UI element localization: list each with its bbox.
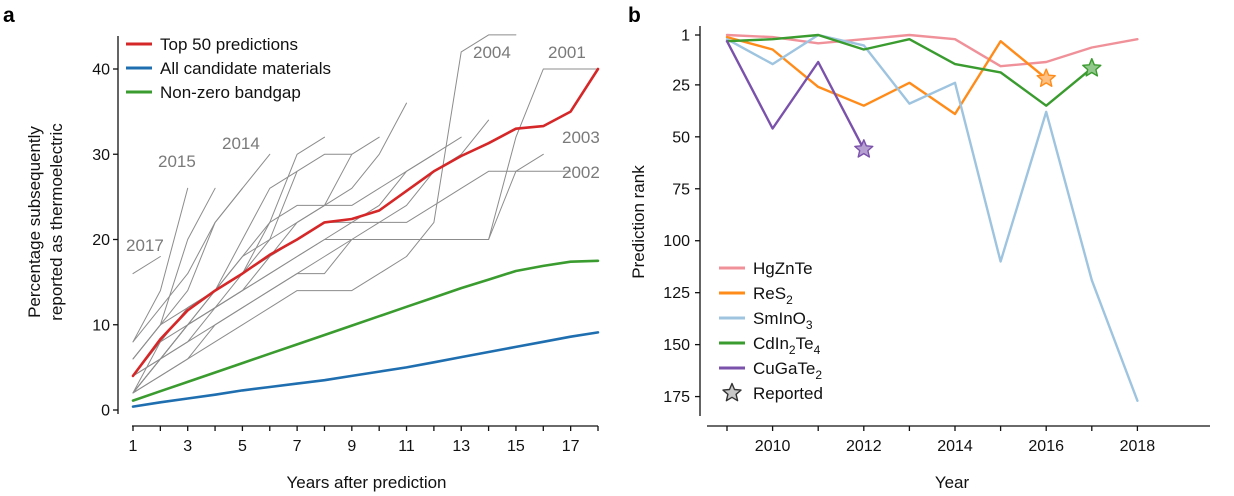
y-axis-title: Prediction rank bbox=[629, 165, 648, 279]
panel-a-year-annotations: 2004 2001 2003 2002 2015 2014 2017 bbox=[126, 43, 600, 255]
background-line-2015 bbox=[132, 187, 189, 343]
panel-b-letter: b bbox=[628, 4, 641, 27]
x-tick-label: 2010 bbox=[755, 438, 791, 455]
y-tick-label: 100 bbox=[663, 233, 690, 250]
y-tick-label: 0 bbox=[101, 403, 110, 420]
x-tick-label: 13 bbox=[452, 438, 470, 455]
x-tick-label: 5 bbox=[238, 438, 247, 455]
y-tick-label: 150 bbox=[663, 337, 690, 354]
year-annotation-2002: 2002 bbox=[562, 163, 600, 182]
y-tick-label: 75 bbox=[672, 181, 690, 198]
x-tick-label: 11 bbox=[398, 438, 415, 455]
legend-label-base: HgZnTe bbox=[753, 259, 813, 278]
legend-star-icon bbox=[722, 382, 742, 402]
background-line-cohort-7 bbox=[132, 102, 407, 377]
background-line-cohort-11 bbox=[132, 170, 298, 394]
year-annotation-2003: 2003 bbox=[562, 128, 600, 147]
year-annotation-2017: 2017 bbox=[126, 236, 164, 255]
series-line-hgznte bbox=[725, 33, 1139, 68]
legend-label-reported: Reported bbox=[753, 384, 823, 403]
y-tick-label: 50 bbox=[672, 129, 690, 146]
x-axis-title: Year bbox=[935, 473, 970, 492]
background-line-2003 bbox=[132, 153, 544, 394]
y-tick-label: 30 bbox=[92, 147, 110, 164]
reported-star-marker bbox=[1036, 68, 1056, 87]
legend-label-subscript: 2 bbox=[786, 293, 793, 307]
y-tick-label: 1 bbox=[681, 28, 690, 45]
x-tick-label: 7 bbox=[293, 438, 302, 455]
series-line-smino-3 bbox=[725, 33, 1139, 402]
y-tick-label: 25 bbox=[672, 77, 690, 94]
background-line-2017 bbox=[132, 256, 161, 275]
legend-label-subscript: 4 bbox=[814, 343, 821, 357]
year-annotation-2004: 2004 bbox=[473, 43, 511, 62]
series-line-all-candidate-materials bbox=[131, 331, 600, 408]
x-tick-label: 15 bbox=[507, 438, 525, 455]
year-annotation-2015: 2015 bbox=[158, 152, 196, 171]
panel-a-legend: Top 50 predictions All candidate material… bbox=[126, 35, 331, 102]
x-tick-label: 2016 bbox=[1028, 438, 1064, 455]
y-tick-label: 20 bbox=[92, 232, 110, 249]
legend-label: HgZnTe bbox=[753, 259, 813, 278]
legend-label: All candidate materials bbox=[160, 59, 331, 78]
panel-b-reported-stars bbox=[854, 58, 1102, 158]
legend-label-subscript: 2 bbox=[789, 343, 796, 357]
x-tick-label: 2018 bbox=[1120, 438, 1156, 455]
x-tick-label: 9 bbox=[347, 438, 356, 455]
background-line-2004 bbox=[132, 34, 517, 394]
legend-label-part: Te bbox=[796, 334, 814, 353]
panel-a-letter: a bbox=[3, 4, 15, 27]
legend-label-subscript: 2 bbox=[815, 368, 822, 382]
x-tick-label: 1 bbox=[129, 438, 138, 455]
legend-label-base: SmInO bbox=[753, 309, 806, 328]
series-line-cugate-2 bbox=[725, 40, 865, 151]
y-tick-label: 175 bbox=[663, 389, 690, 406]
legend-label-base: ReS bbox=[753, 284, 786, 303]
legend-label-base: CdIn bbox=[753, 334, 789, 353]
y-axis-title-line: reported as thermoelectric bbox=[47, 123, 66, 321]
legend-label: SmInO3 bbox=[753, 309, 813, 332]
reported-star-marker bbox=[1082, 58, 1102, 77]
series-line-res-2 bbox=[725, 35, 1048, 116]
background-line-cohort-13 bbox=[132, 187, 243, 343]
x-tick-label: 3 bbox=[183, 438, 192, 455]
background-line-cohort-6 bbox=[132, 153, 435, 360]
year-annotation-2014: 2014 bbox=[222, 134, 260, 153]
panel-a-series-lines bbox=[131, 67, 600, 408]
y-tick-label: 125 bbox=[663, 285, 690, 302]
series-line-top-50-predictions bbox=[131, 67, 600, 378]
y-tick-label: 10 bbox=[92, 317, 110, 334]
background-line-cohort-4 bbox=[132, 119, 490, 377]
year-annotation-2001: 2001 bbox=[548, 43, 586, 62]
reported-star-marker bbox=[854, 139, 874, 158]
y-axis-title-line: Percentage subsequently bbox=[25, 126, 44, 318]
background-line-cohort-12 bbox=[132, 153, 271, 360]
legend-label: CdIn2Te4 bbox=[753, 334, 821, 357]
y-axis-title: Percentage subsequently reported as therm… bbox=[25, 123, 66, 321]
x-tick-label: 2014 bbox=[937, 438, 973, 455]
legend-label: CuGaTe2 bbox=[753, 359, 822, 382]
panel-b-series-lines bbox=[725, 33, 1139, 402]
legend-label-subscript: 3 bbox=[806, 318, 813, 332]
x-tick-label: 2012 bbox=[846, 438, 882, 455]
background-line-cohort-5 bbox=[132, 136, 462, 394]
series-line-non-zero-bandgap bbox=[131, 259, 600, 402]
legend-label: Non-zero bandgap bbox=[160, 83, 301, 102]
y-tick-label: 40 bbox=[92, 62, 110, 79]
x-axis-title: Years after prediction bbox=[286, 473, 446, 492]
series-line-cdin-2te4 bbox=[725, 33, 1094, 107]
x-tick-label: 17 bbox=[562, 438, 580, 455]
background-line-2014 bbox=[132, 187, 216, 360]
legend-label-base: CuGaTe bbox=[753, 359, 815, 378]
legend-label: Top 50 predictions bbox=[160, 35, 298, 54]
legend-label: ReS2 bbox=[753, 284, 793, 307]
